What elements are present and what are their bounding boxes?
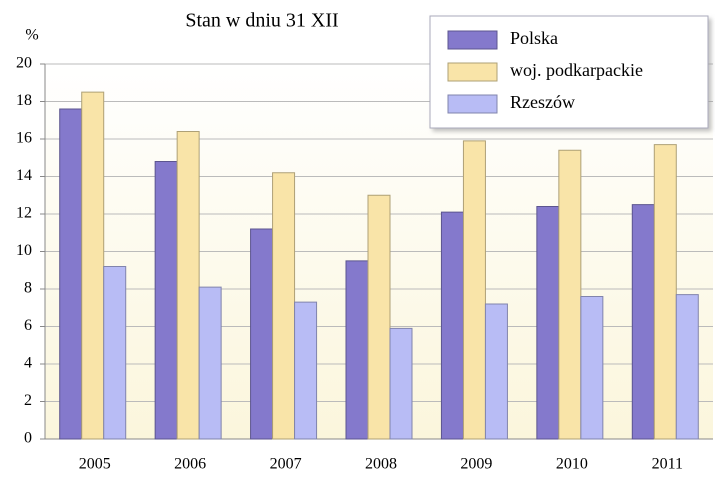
y-tick-label: 0 xyxy=(24,430,32,447)
y-tick-label: 2 xyxy=(24,392,32,409)
bar xyxy=(653,144,677,440)
legend-swatch xyxy=(447,94,498,114)
bar xyxy=(558,149,582,440)
y-tick-label: 20 xyxy=(16,55,32,72)
bar xyxy=(536,206,560,440)
bar xyxy=(345,260,369,440)
x-tick-label: 2005 xyxy=(79,456,111,473)
x-tick-label: 2006 xyxy=(174,456,206,473)
bar xyxy=(294,301,318,440)
legend-label: Rzeszów xyxy=(510,92,575,112)
bar xyxy=(389,327,413,440)
legend-label: woj. podkarpackie xyxy=(510,60,643,80)
legend: Polska woj. podkarpackie Rzeszów xyxy=(429,15,709,129)
legend-swatch xyxy=(447,62,498,82)
bar xyxy=(440,211,464,440)
legend-label: Polska xyxy=(510,28,558,48)
x-tick-label: 2009 xyxy=(460,456,492,473)
y-tick-label: 8 xyxy=(24,280,32,297)
y-tick-label: 16 xyxy=(16,130,32,147)
bar xyxy=(272,172,296,440)
x-tick-label: 2008 xyxy=(365,456,397,473)
x-tick-label: 2011 xyxy=(652,456,683,473)
y-tick-label: 4 xyxy=(24,355,32,372)
bar xyxy=(367,194,391,440)
y-tick-label: 18 xyxy=(16,92,32,109)
legend-swatch xyxy=(447,30,498,50)
bar xyxy=(250,228,274,440)
bar xyxy=(103,266,127,440)
y-tick-label: 12 xyxy=(16,205,32,222)
bar xyxy=(154,161,178,440)
bar xyxy=(59,108,83,440)
bar xyxy=(631,204,655,440)
bar xyxy=(580,296,604,440)
bar xyxy=(176,131,200,440)
y-axis-label: % xyxy=(25,27,38,44)
y-tick-label: 14 xyxy=(16,167,32,184)
x-tick-label: 2007 xyxy=(270,456,302,473)
y-tick-label: 10 xyxy=(16,242,32,259)
bar xyxy=(462,140,486,440)
bar xyxy=(484,303,508,440)
y-tick-label: 6 xyxy=(24,317,32,334)
bar xyxy=(675,294,699,440)
bar xyxy=(198,286,222,440)
chart-title: Stan w dniu 31 XII xyxy=(185,10,338,32)
x-tick-label: 2010 xyxy=(556,456,588,473)
bar xyxy=(81,91,105,440)
